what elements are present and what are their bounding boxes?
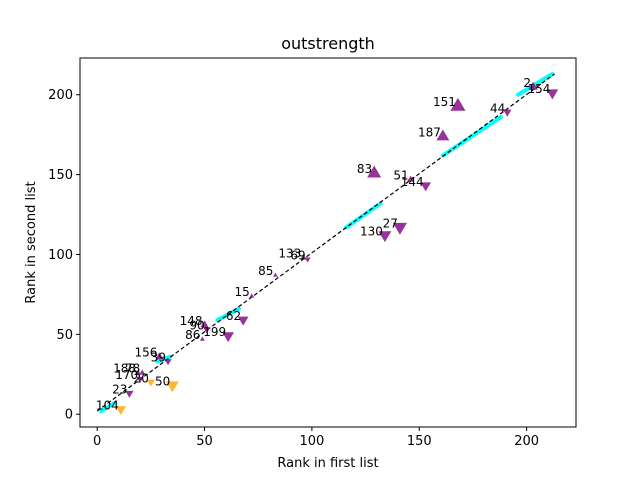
data-point <box>304 257 311 263</box>
data-point <box>200 320 209 328</box>
data-point <box>528 81 538 90</box>
point-label: 187 <box>418 125 441 139</box>
x-tick-label: 100 <box>299 434 324 449</box>
data-point <box>134 369 142 375</box>
point-label: 27 <box>383 216 398 230</box>
data-point <box>222 332 235 343</box>
cyan-segment <box>516 71 555 97</box>
data-point <box>450 97 466 111</box>
point-label: 39 <box>151 351 166 365</box>
y-tick-label: 0 <box>65 408 73 423</box>
data-point <box>436 129 450 141</box>
data-point <box>503 109 512 117</box>
data-point <box>367 165 382 178</box>
point-label: 151 <box>433 95 456 109</box>
cyan-segment <box>344 201 383 230</box>
data-point <box>237 316 249 326</box>
point-label: 133 <box>278 247 301 261</box>
point-label: 170 <box>115 368 138 382</box>
data-point <box>125 390 134 398</box>
data-point <box>300 254 307 260</box>
point-label: 51 <box>393 168 408 182</box>
x-tick-label: 0 <box>93 434 101 449</box>
point-label: 104 <box>96 398 119 412</box>
point-label: 15 <box>234 285 249 299</box>
point-label: 78 <box>125 362 140 376</box>
cyan-segment <box>440 115 503 158</box>
point-label: 20 <box>134 371 149 385</box>
point-label: 2 <box>523 76 531 90</box>
data-point <box>378 231 392 243</box>
cyan-segment <box>155 354 173 364</box>
x-tick-label: 50 <box>196 434 213 449</box>
data-point <box>420 182 432 192</box>
point-label: 44 <box>490 101 505 115</box>
point-label: 144 <box>401 175 424 189</box>
y-tick-label: 50 <box>56 328 73 343</box>
data-point <box>136 376 144 383</box>
data-point <box>199 336 205 341</box>
diagonal-line <box>96 73 555 412</box>
point-label: 90 <box>189 319 204 333</box>
point-label: 154 <box>527 82 550 96</box>
data-point <box>155 352 164 360</box>
y-tick-label: 100 <box>48 248 73 263</box>
x-axis: 0 50 100 150 200 <box>93 427 539 449</box>
data-point <box>392 222 407 235</box>
data-point <box>115 406 127 416</box>
data-point <box>164 359 172 366</box>
cyan-segment <box>99 401 117 414</box>
point-label: 130 <box>360 224 383 238</box>
data-point <box>146 379 156 387</box>
x-axis-label: Rank in first list <box>277 456 378 471</box>
point-label: 199 <box>203 325 226 339</box>
y-tick-label: 200 <box>48 88 73 103</box>
point-label: 148 <box>180 314 203 328</box>
x-tick-label: 150 <box>407 434 432 449</box>
plot-frame <box>79 57 577 428</box>
chart-title: outstrength <box>281 34 375 53</box>
y-axis-label: Rank in second list <box>24 181 39 303</box>
data-point <box>407 175 415 182</box>
point-label: 62 <box>226 309 241 323</box>
point-label: 83 <box>357 162 372 176</box>
data-point <box>165 381 179 393</box>
point-label: 86 <box>185 328 200 342</box>
y-tick-label: 150 <box>48 168 73 183</box>
point-label: 156 <box>135 346 158 360</box>
data-point <box>546 89 559 100</box>
point-label: 23 <box>112 382 127 396</box>
point-label: 85 <box>258 264 273 278</box>
data-point <box>139 369 146 375</box>
point-label: 69 <box>290 248 305 262</box>
point-label: 188 <box>113 362 136 376</box>
y-axis: 0 50 100 150 200 <box>48 88 80 423</box>
data-point <box>249 293 255 298</box>
data-point <box>203 327 211 334</box>
data-point <box>272 272 278 277</box>
x-tick-label: 200 <box>514 434 539 449</box>
point-label: 50 <box>155 374 170 388</box>
